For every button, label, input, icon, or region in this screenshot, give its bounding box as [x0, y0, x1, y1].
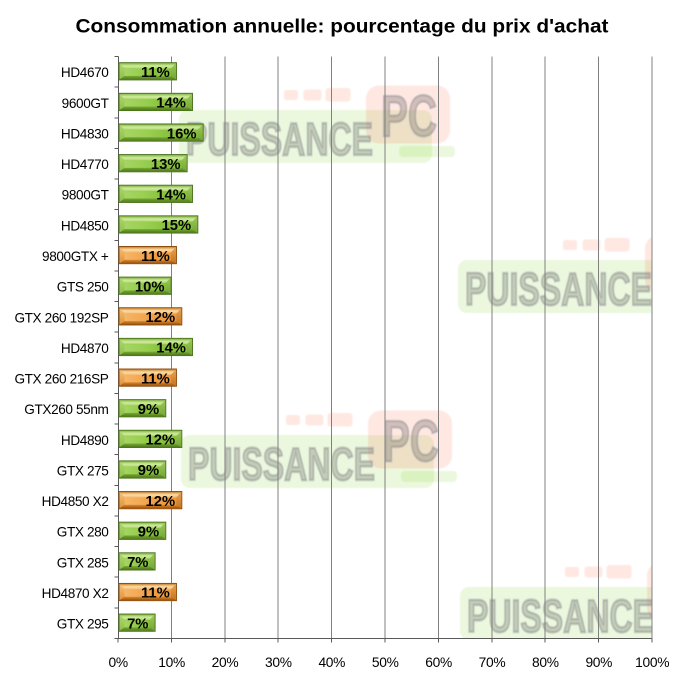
svg-text:12%: 12% — [146, 494, 176, 510]
svg-text:14%: 14% — [156, 188, 186, 204]
svg-text:HD4870: HD4870 — [61, 341, 109, 356]
svg-text:80%: 80% — [532, 655, 559, 670]
svg-text:10%: 10% — [135, 279, 165, 295]
svg-text:GTX260 55nm: GTX260 55nm — [24, 402, 108, 417]
svg-text:7%: 7% — [127, 616, 148, 632]
svg-text:11%: 11% — [141, 249, 170, 265]
svg-text:12%: 12% — [146, 310, 176, 326]
svg-text:9%: 9% — [138, 402, 159, 418]
svg-text:15%: 15% — [162, 218, 192, 234]
svg-text:GTX 280: GTX 280 — [57, 525, 110, 540]
svg-text:HD4850 X2: HD4850 X2 — [42, 494, 109, 509]
svg-text:10%: 10% — [158, 655, 185, 670]
svg-text:50%: 50% — [372, 655, 399, 670]
svg-text:70%: 70% — [479, 655, 506, 670]
svg-text:14%: 14% — [156, 341, 186, 357]
svg-text:9%: 9% — [138, 463, 159, 479]
svg-text:11%: 11% — [141, 371, 170, 387]
svg-text:Consommation annuelle: pourcen: Consommation annuelle: pourcentage du pr… — [76, 17, 610, 38]
svg-text:9%: 9% — [138, 524, 159, 540]
svg-text:90%: 90% — [585, 655, 612, 670]
svg-text:0%: 0% — [109, 655, 128, 670]
svg-text:9800GT: 9800GT — [62, 188, 109, 203]
svg-text:40%: 40% — [318, 655, 345, 670]
svg-text:GTX 260 192SP: GTX 260 192SP — [14, 310, 108, 325]
svg-text:HD4670: HD4670 — [61, 65, 109, 80]
svg-text:12%: 12% — [146, 433, 176, 449]
svg-text:GTX 260 216SP: GTX 260 216SP — [14, 372, 108, 387]
svg-text:HD4770: HD4770 — [61, 157, 109, 172]
svg-text:13%: 13% — [151, 157, 181, 173]
svg-text:11%: 11% — [141, 586, 170, 602]
svg-text:HD4870 X2: HD4870 X2 — [42, 586, 109, 601]
svg-text:GTX 285: GTX 285 — [57, 555, 109, 570]
svg-text:HD4850: HD4850 — [61, 218, 109, 233]
svg-text:7%: 7% — [127, 555, 148, 571]
svg-text:HD4890: HD4890 — [61, 433, 109, 448]
svg-text:14%: 14% — [156, 96, 186, 112]
svg-text:9800GTX +: 9800GTX + — [42, 249, 109, 264]
svg-text:60%: 60% — [425, 655, 452, 670]
svg-text:20%: 20% — [212, 655, 239, 670]
svg-text:GTS 250: GTS 250 — [57, 280, 110, 295]
svg-text:16%: 16% — [167, 126, 197, 142]
svg-text:GTX 275: GTX 275 — [57, 463, 109, 478]
svg-text:11%: 11% — [141, 65, 170, 81]
svg-text:9600GT: 9600GT — [62, 96, 109, 111]
svg-text:100%: 100% — [635, 655, 669, 670]
svg-text:30%: 30% — [265, 655, 292, 670]
svg-text:GTX 295: GTX 295 — [57, 617, 109, 632]
svg-text:HD4830: HD4830 — [61, 126, 109, 141]
